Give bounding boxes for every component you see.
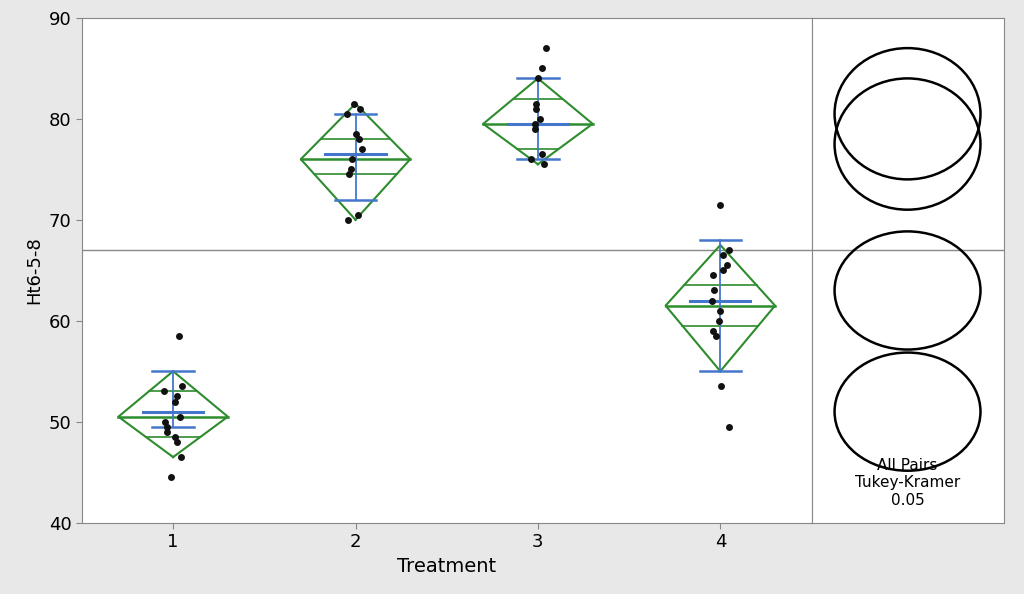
Text: All Pairs
Tukey-Kramer
0.05: All Pairs Tukey-Kramer 0.05 xyxy=(855,458,961,507)
X-axis label: Treatment: Treatment xyxy=(397,557,497,576)
Y-axis label: Ht6-5-8: Ht6-5-8 xyxy=(26,236,43,304)
